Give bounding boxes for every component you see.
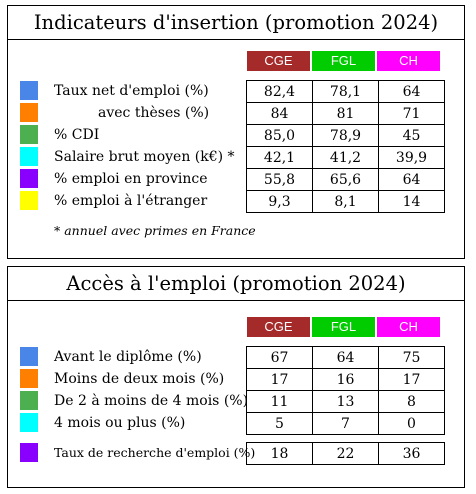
access-table: 67 64 75 17 16 17 11 13 8 5 7 0 [246,346,445,435]
legend-swatch-yellow [20,191,38,210]
table-cell: 18 [246,442,313,465]
table-cell: 75 [378,346,445,369]
legend-swatch-blue [20,347,38,366]
table-cell: 78,1 [312,80,379,103]
panel-title: Accès à l'emploi (promotion 2024) [8,267,464,301]
legend-swatch-blue [20,81,38,100]
table-cell: 9,3 [246,190,313,213]
table-cell: 7 [312,412,379,435]
table-row: 11 13 8 [246,390,445,413]
legend-swatch-cyan [20,413,38,432]
table-cell: 17 [378,368,445,391]
table-cell: 41,2 [312,146,379,169]
table-cell: 42,1 [246,146,313,169]
table-cell: 5 [246,412,313,435]
indicators-table: 82,4 78,1 64 84 81 71 85,0 78,9 45 42,1 … [246,80,445,213]
table-cell: 78,9 [312,124,379,147]
table-row: 84 81 71 [246,102,445,125]
table-row: 9,3 8,1 14 [246,190,445,213]
table-row: 42,1 41,2 39,9 [246,146,445,169]
legend-swatch-purple [20,169,38,188]
panel-title: Indicateurs d'insertion (promotion 2024) [8,6,464,40]
table-cell: 71 [378,102,445,125]
footnote: * annuel avec primes en France [54,223,256,238]
table-cell: 64 [312,346,379,369]
column-header-ch: CH [377,317,440,337]
table-row: 17 16 17 [246,368,445,391]
column-header-fgl: FGL [312,51,375,71]
row-label: Moins de deux mois (%) [54,371,225,387]
table-cell: 8 [378,390,445,413]
insertion-indicators-panel: Indicateurs d'insertion (promotion 2024)… [7,5,465,259]
row-label: % emploi à l'étranger [54,193,208,209]
row-label: Taux de recherche d'emploi (%) [54,445,256,460]
table-cell: 0 [378,412,445,435]
table-row: 5 7 0 [246,412,445,435]
column-header-ch: CH [377,51,440,71]
legend-swatch-green [20,391,38,410]
row-label: Avant le diplôme (%) [54,349,202,365]
row-label: 4 mois ou plus (%) [54,415,186,431]
table-cell: 64 [378,80,445,103]
table-row: 85,0 78,9 45 [246,124,445,147]
column-header-fgl: FGL [312,317,375,337]
column-header-cge: CGE [247,51,310,71]
row-label: De 2 à moins de 4 mois (%) [54,393,249,409]
table-cell: 64 [378,168,445,191]
legend-swatch-purple [20,443,38,462]
row-label: Taux net d'emploi (%) [54,83,209,99]
legend-swatch-cyan [20,147,38,166]
row-label: Salaire brut moyen (k€) * [54,149,235,165]
table-cell: 39,9 [378,146,445,169]
table-cell: 55,8 [246,168,313,191]
legend-swatch-orange [20,369,38,388]
table-cell: 16 [312,368,379,391]
table-cell: 81 [312,102,379,125]
table-row: 18 22 36 [246,442,445,465]
row-label: % CDI [54,127,100,143]
table-cell: 22 [312,442,379,465]
table-row: 55,8 65,6 64 [246,168,445,191]
employment-access-panel: Accès à l'emploi (promotion 2024) CGE FG… [7,266,465,488]
legend-swatch-green [20,125,38,144]
column-header-cge: CGE [247,317,310,337]
job-search-rate-table: 18 22 36 [246,442,445,465]
table-cell: 45 [378,124,445,147]
table-cell: 85,0 [246,124,313,147]
table-row: 82,4 78,1 64 [246,80,445,103]
table-cell: 36 [378,442,445,465]
table-cell: 13 [312,390,379,413]
table-cell: 65,6 [312,168,379,191]
legend-swatch-orange [20,103,38,122]
table-cell: 8,1 [312,190,379,213]
table-cell: 17 [246,368,313,391]
table-cell: 14 [378,190,445,213]
table-cell: 11 [246,390,313,413]
table-cell: 84 [246,102,313,125]
row-label: avec thèses (%) [98,105,210,121]
table-row: 67 64 75 [246,346,445,369]
table-cell: 67 [246,346,313,369]
table-cell: 82,4 [246,80,313,103]
row-label: % emploi en province [54,171,208,187]
